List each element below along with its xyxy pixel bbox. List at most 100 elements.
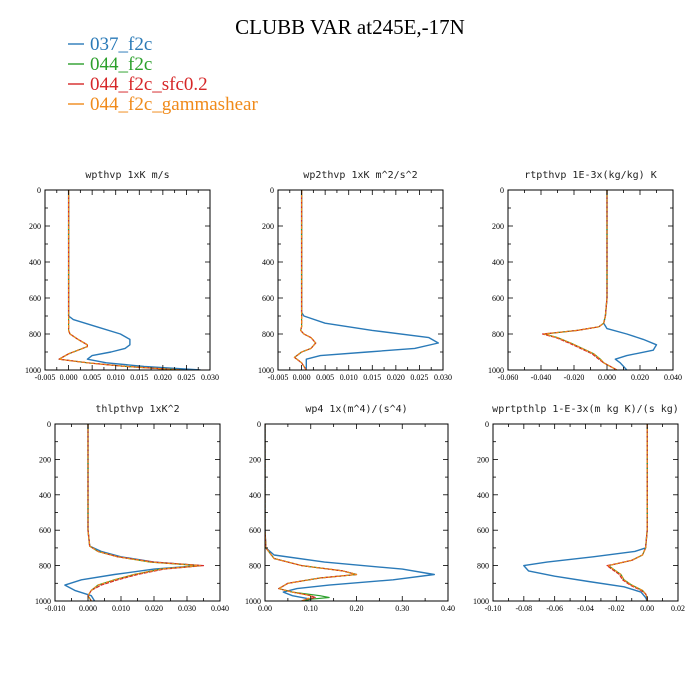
legend-item: 044_f2c_gammashear bbox=[68, 94, 258, 115]
x-tick-label: -0.08 bbox=[515, 604, 532, 613]
x-tick-label: 0.005 bbox=[83, 373, 101, 382]
y-tick-label: 800 bbox=[477, 562, 489, 571]
y-tick-label: 200 bbox=[249, 455, 261, 464]
y-tick-label: 400 bbox=[262, 258, 274, 267]
legend-label: 044_f2c_sfc0.2 bbox=[90, 74, 208, 95]
y-tick-label: 1000 bbox=[488, 366, 504, 375]
y-tick-label: 600 bbox=[39, 526, 51, 535]
x-tick-label: 0.000 bbox=[79, 604, 97, 613]
x-tick-label: 0.030 bbox=[201, 373, 219, 382]
legend: 037_f2c044_f2c044_f2c_sfc0.2044_f2c_gamm… bbox=[68, 34, 258, 115]
x-tick-label: -0.060 bbox=[498, 373, 519, 382]
x-tick-label: 0.010 bbox=[107, 373, 125, 382]
y-tick-label: 200 bbox=[39, 455, 51, 464]
panel-title: wprtpthlp 1-E-3x(m kg K)/(s kg) bbox=[492, 404, 679, 415]
series-group bbox=[58, 190, 201, 370]
series-line-037_f2c bbox=[300, 190, 439, 370]
panel-4: thlpthvp 1xK^2 0 200 400 600 800 1000-0.010 0.0… bbox=[35, 404, 229, 613]
series-line-037_f2c bbox=[603, 190, 658, 370]
plot-frame bbox=[492, 423, 679, 602]
y-tick-label: 400 bbox=[492, 258, 504, 267]
series-line-044_f2c_gammashear bbox=[58, 190, 182, 370]
x-tick-label: -0.010 bbox=[45, 604, 66, 613]
series-group bbox=[523, 424, 648, 601]
x-tick-label: 0.20 bbox=[350, 604, 364, 613]
x-tick-label: 0.020 bbox=[387, 373, 405, 382]
series-line-044_f2c_gammashear bbox=[87, 424, 201, 601]
y-tick-label: 1000 bbox=[245, 597, 261, 606]
x-tick-label: 0.005 bbox=[316, 373, 334, 382]
y-tick-label: 0 bbox=[270, 186, 274, 195]
series-line-037_f2c bbox=[265, 424, 435, 601]
x-tick-label: 0.015 bbox=[363, 373, 381, 382]
x-tick-label: -0.040 bbox=[531, 373, 552, 382]
y-tick-label: 600 bbox=[477, 526, 489, 535]
y-tick-label: 1000 bbox=[258, 366, 274, 375]
legend-label: 037_f2c bbox=[90, 34, 152, 55]
plot-frame bbox=[277, 189, 444, 371]
x-tick-label: 0.40 bbox=[441, 604, 455, 613]
panel-2: wp2thvp 1xK m^2/s^2 0 200 400 600 800 1000-0.0… bbox=[258, 170, 452, 382]
series-line-044_f2c bbox=[293, 190, 317, 370]
y-tick-label: 1000 bbox=[25, 366, 41, 375]
x-tick-label: 0.015 bbox=[130, 373, 148, 382]
series-line-044_f2c bbox=[265, 424, 358, 601]
x-tick-label: 0.020 bbox=[631, 373, 649, 382]
x-tick-label: 0.025 bbox=[410, 373, 428, 382]
legend-label: 044_f2c_gammashear bbox=[90, 94, 258, 115]
series-line-044_f2c_sfc0.2 bbox=[265, 424, 358, 601]
x-tick-label: 0.020 bbox=[145, 604, 163, 613]
y-tick-label: 200 bbox=[262, 222, 274, 231]
panel-title: wpthvp 1xK m/s bbox=[85, 170, 169, 181]
series-line-044_f2c bbox=[607, 424, 648, 601]
y-tick-label: 1000 bbox=[35, 597, 51, 606]
x-tick-label: 0.10 bbox=[304, 604, 318, 613]
series-line-037_f2c bbox=[67, 190, 201, 370]
y-tick-label: 200 bbox=[492, 222, 504, 231]
y-tick-label: 600 bbox=[262, 294, 274, 303]
figure-title: CLUBB VAR at245E,-17N bbox=[235, 15, 465, 39]
series-line-044_f2c bbox=[58, 190, 182, 370]
y-tick-label: 400 bbox=[477, 491, 489, 500]
series-group bbox=[293, 190, 439, 370]
y-tick-label: 0 bbox=[500, 186, 504, 195]
series-group bbox=[64, 424, 205, 601]
y-tick-label: 600 bbox=[249, 526, 261, 535]
y-tick-label: 800 bbox=[492, 330, 504, 339]
panel-3: rtpthvp 1E-3x(kg/kg) K02004006008001000-… bbox=[488, 170, 682, 382]
series-line-044_f2c_sfc0.2 bbox=[606, 424, 648, 601]
y-tick-label: 800 bbox=[249, 562, 261, 571]
y-tick-label: 0 bbox=[485, 420, 489, 429]
y-tick-label: 0 bbox=[47, 420, 51, 429]
y-tick-label: 800 bbox=[39, 562, 51, 571]
x-tick-label: 0.010 bbox=[112, 604, 130, 613]
panel-title: thlpthvp 1xK^2 bbox=[95, 404, 179, 415]
y-tick-label: 200 bbox=[477, 455, 489, 464]
x-tick-label: 0.025 bbox=[177, 373, 195, 382]
series-line-044_f2c_sfc0.2 bbox=[87, 424, 205, 601]
x-tick-label: 0.000 bbox=[60, 373, 78, 382]
y-tick-label: 0 bbox=[257, 420, 261, 429]
series-line-044_f2c_gammashear bbox=[265, 424, 358, 601]
x-tick-label: 0.030 bbox=[178, 604, 196, 613]
x-tick-label: -0.10 bbox=[485, 604, 502, 613]
x-tick-label: 0.30 bbox=[395, 604, 409, 613]
legend-item: 044_f2c bbox=[68, 54, 152, 75]
x-tick-label: 0.00 bbox=[640, 604, 654, 613]
legend-label: 044_f2c bbox=[90, 54, 152, 75]
series-line-044_f2c_sfc0.2 bbox=[541, 190, 618, 370]
x-tick-label: 0.02 bbox=[671, 604, 685, 613]
series-line-037_f2c bbox=[523, 424, 648, 601]
plot-frame bbox=[44, 189, 211, 371]
y-tick-label: 400 bbox=[29, 258, 41, 267]
y-tick-label: 600 bbox=[492, 294, 504, 303]
panel-title: wp4 1x(m^4)/(s^4) bbox=[305, 404, 407, 415]
x-tick-label: -0.005 bbox=[35, 373, 56, 382]
x-tick-label: -0.04 bbox=[577, 604, 594, 613]
series-line-044_f2c bbox=[87, 424, 201, 601]
y-tick-label: 800 bbox=[29, 330, 41, 339]
x-tick-label: -0.020 bbox=[564, 373, 585, 382]
